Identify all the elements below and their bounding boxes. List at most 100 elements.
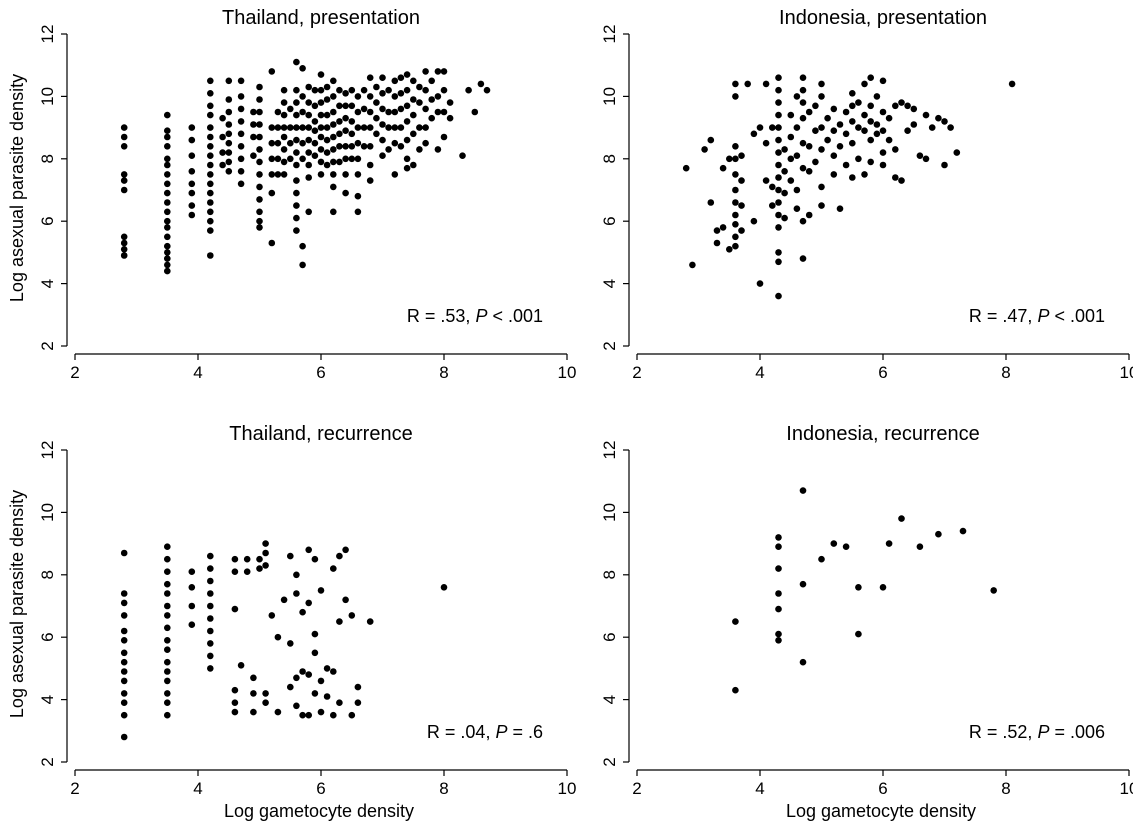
- y-tick-label: 4: [600, 279, 619, 288]
- data-point: [366, 143, 374, 150]
- data-point: [207, 252, 214, 259]
- data-point: [317, 677, 325, 685]
- data-point: [305, 111, 313, 119]
- data-point: [354, 93, 362, 100]
- y-axis-title: Log asexual parasite density: [7, 490, 27, 718]
- data-point: [274, 171, 282, 178]
- y-tick-label: 6: [600, 216, 619, 225]
- data-point: [330, 171, 337, 178]
- data-point: [366, 161, 374, 169]
- data-point: [293, 590, 300, 597]
- data-point: [446, 114, 454, 122]
- data-point: [836, 205, 844, 212]
- data-point: [305, 149, 313, 156]
- data-point: [744, 80, 751, 88]
- data-point: [885, 136, 893, 144]
- data-point: [330, 158, 337, 166]
- data-point: [299, 139, 306, 147]
- data-point: [330, 668, 337, 675]
- data-point: [250, 133, 257, 141]
- data-point: [391, 171, 399, 178]
- data-point: [769, 124, 776, 131]
- data-point: [274, 708, 282, 716]
- data-point: [336, 143, 343, 150]
- data-point: [164, 111, 171, 119]
- data-point: [818, 183, 825, 191]
- data-point: [299, 608, 306, 616]
- data-point: [861, 80, 868, 88]
- panel-title: Indonesia, presentation: [779, 7, 987, 29]
- data-point: [120, 133, 128, 141]
- data-point: [812, 102, 819, 110]
- data-point: [397, 143, 405, 150]
- data-point: [366, 108, 374, 116]
- data-point: [732, 171, 739, 178]
- correlation-annotation: R = .53, P < .001: [407, 306, 543, 326]
- data-point: [459, 152, 466, 159]
- data-point: [231, 708, 239, 716]
- data-point: [311, 630, 319, 638]
- data-point: [293, 111, 300, 119]
- data-point: [268, 239, 276, 247]
- data-point: [225, 108, 233, 116]
- data-point: [336, 699, 343, 706]
- data-point: [397, 90, 405, 97]
- data-point: [164, 233, 171, 241]
- data-point: [756, 280, 764, 287]
- data-point: [164, 171, 171, 178]
- data-point: [342, 546, 349, 554]
- data-point: [892, 102, 899, 110]
- data-point: [354, 171, 362, 178]
- data-point: [299, 65, 306, 72]
- correlation-annotation: R = .47, P < .001: [969, 306, 1105, 326]
- data-point: [713, 227, 721, 234]
- data-point: [330, 208, 337, 216]
- data-point: [323, 149, 331, 156]
- data-point: [164, 189, 171, 197]
- y-tick-label: 4: [38, 695, 57, 704]
- data-point: [830, 127, 838, 134]
- data-point: [830, 105, 838, 113]
- data-point: [280, 133, 288, 141]
- data-point: [922, 155, 930, 163]
- data-point: [188, 584, 196, 591]
- data-point: [410, 130, 417, 138]
- data-point: [164, 543, 171, 550]
- data-point: [207, 152, 214, 159]
- data-point: [237, 662, 245, 669]
- data-point: [732, 186, 739, 194]
- data-point: [287, 683, 294, 691]
- r-value: R = .47,: [969, 306, 1038, 326]
- data-point: [120, 177, 128, 184]
- data-point: [1008, 80, 1016, 88]
- data-point: [164, 637, 171, 644]
- data-point: [256, 108, 263, 116]
- y-tick-label: 4: [38, 279, 57, 288]
- data-point: [775, 534, 782, 541]
- data-point: [256, 196, 263, 203]
- data-point: [360, 105, 368, 113]
- data-point: [280, 146, 288, 153]
- data-point: [775, 186, 782, 194]
- data-point: [268, 612, 276, 619]
- data-point: [855, 155, 862, 163]
- data-point: [330, 133, 337, 141]
- y-tick-label: 8: [600, 154, 619, 163]
- data-point: [830, 540, 838, 547]
- data-point: [775, 99, 782, 106]
- data-point: [787, 177, 795, 184]
- data-point: [366, 74, 374, 81]
- data-point: [781, 146, 788, 153]
- data-point: [164, 602, 171, 610]
- data-point: [928, 124, 936, 131]
- data-point: [293, 214, 300, 222]
- data-point: [360, 124, 368, 131]
- data-point: [366, 124, 374, 131]
- data-point: [256, 555, 263, 563]
- data-point: [225, 96, 233, 103]
- data-point: [873, 130, 881, 138]
- y-tick-label: 8: [38, 570, 57, 579]
- data-point: [293, 136, 300, 144]
- data-point: [385, 108, 392, 116]
- data-point: [120, 239, 128, 247]
